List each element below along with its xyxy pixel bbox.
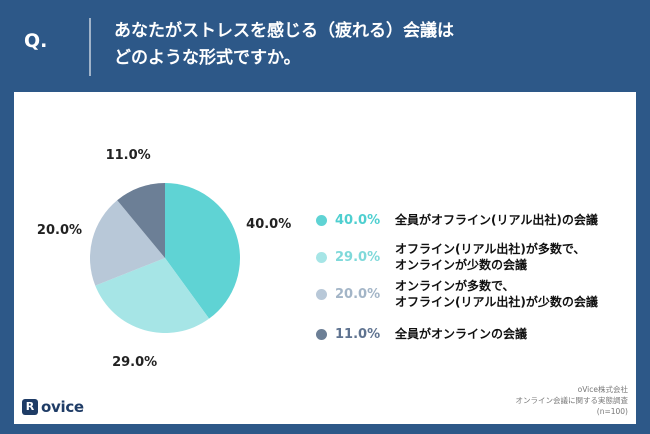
legend-item-0: 40.0% 全員がオフライン(リアル出社)の会議 [316,200,626,240]
legend-label-1: オフライン(リアル出社)が多数で、 オンラインが少数の会議 [395,241,585,273]
legend-percent-3: 11.0% [335,326,381,342]
pie-percent-label-0: 40.0% [246,216,292,232]
legend-label-line: オフライン(リアル出社)が少数の会議 [395,295,598,309]
logo-mark: R [22,399,38,415]
legend-dot-2 [316,288,327,300]
question-line-1: あなたがストレスを感じる（疲れる）会議は [114,21,454,41]
logo-text: ovice [41,398,84,416]
legend-item-3: 11.0% 全員がオンラインの会議 [316,314,626,354]
legend-label-line: 全員がオフライン(リアル出社)の会議 [395,213,598,227]
header-divider [89,18,91,76]
header: Q. あなたがストレスを感じる（疲れる）会議は どのような形式ですか。 [0,0,650,90]
legend-percent-1: 29.0% [335,249,381,265]
source-note: oVice株式会社 オンライン会議に関する実態調査 (n=100) [516,384,629,417]
pie-percent-label-2: 20.0% [36,223,83,239]
legend-dot-0 [316,214,327,226]
question-label: Q. [24,30,48,52]
question-line-2: どのような形式ですか。 [114,48,301,68]
ovice-logo: R ovice [22,398,84,416]
pie-chart [89,183,240,333]
legend-label-line: 全員がオンラインの会議 [395,327,528,341]
legend-label-line: オフライン(リアル出社)が多数で、 [395,242,586,256]
legend-label-line: オンラインが少数の会議 [395,258,528,272]
legend-percent-2: 20.0% [335,286,381,302]
legend-label-3: 全員がオンラインの会議 [395,326,527,342]
legend-item-2: 20.0% オンラインが多数で、オフライン(リアル出社)が少数の会議 [316,274,626,314]
pie-slice-3 [117,183,165,258]
legend-label-line: オンラインが多数で、 [395,279,515,293]
source-sample-size: (n=100) [596,407,628,416]
question-text: あなたがストレスを感じる（疲れる）会議は どのような形式ですか。 [114,18,634,72]
pie-percent-label-3: 11.0% [105,147,151,163]
chart-card: 40.0% 29.0% 20.0% 11.0% 40.0% 全員がオフライン(リアル出社… [14,92,636,424]
legend-item-1: 29.0% オフライン(リアル出社)が多数で、 オンラインが少数の会議 [316,237,626,277]
pie-slice-2 [89,200,165,286]
pie-slice-1 [95,258,210,333]
legend-label-0: 全員がオフライン(リアル出社)の会議 [395,212,598,228]
source-survey: オンライン会議に関する実態調査 [515,396,629,405]
legend-label-2: オンラインが多数で、オフライン(リアル出社)が少数の会議 [395,278,598,310]
legend-percent-0: 40.0% [335,212,381,228]
source-company: oVice株式会社 [577,385,628,394]
pie-slice-0 [165,183,240,319]
legend-dot-1 [316,251,327,263]
pie-percent-label-1: 29.0% [112,355,158,371]
legend-dot-3 [316,328,327,340]
